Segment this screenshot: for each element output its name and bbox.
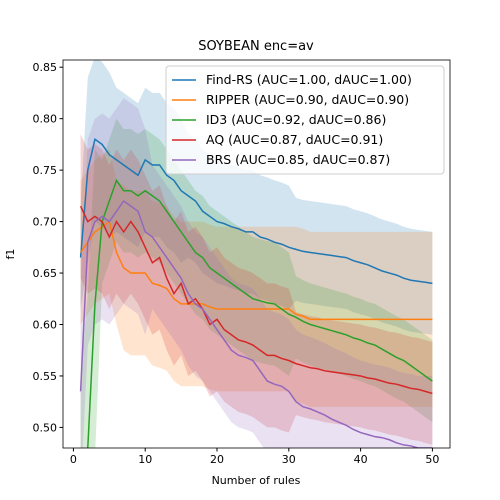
legend-label: BRS (AUC=0.85, dAUC=0.87) — [206, 152, 390, 167]
x-axis-label: Number of rules — [212, 474, 301, 487]
y-tick-label: 0.80 — [33, 113, 58, 126]
series-line — [79, 205, 433, 395]
x-tick-label: 50 — [425, 453, 439, 466]
x-tick-label: 30 — [282, 453, 296, 466]
legend-frame — [165, 65, 445, 175]
y-tick-label: 0.60 — [33, 318, 58, 331]
plot-frame — [62, 59, 451, 449]
y-axis-label: f1 — [4, 249, 17, 260]
series-line — [79, 137, 433, 285]
x-tick-label: 40 — [354, 453, 368, 466]
legend-label: ID3 (AUC=0.92, dAUC=0.86) — [206, 112, 386, 127]
y-tick-label: 0.50 — [33, 421, 58, 434]
series-line — [79, 199, 433, 448]
std-band — [80, 134, 433, 445]
chart-title: SOYBEAN enc=av — [198, 39, 314, 54]
x-tick-label: 20 — [210, 453, 224, 466]
x-tick-label: 10 — [138, 453, 152, 466]
y-tick-label: 0.65 — [33, 267, 58, 280]
legend-label: RIPPER (AUC=0.90, dAUC=0.90) — [206, 92, 409, 107]
legend-label: Find-RS (AUC=1.00, dAUC=1.00) — [206, 72, 412, 87]
std-band — [80, 98, 433, 448]
series-line — [79, 220, 433, 321]
legend-label: AQ (AUC=0.87, dAUC=0.91) — [206, 132, 383, 147]
y-tick-label: 0.85 — [33, 61, 58, 74]
series-line — [87, 178, 433, 448]
y-tick-label: 0.70 — [33, 216, 58, 229]
y-tick-label: 0.75 — [33, 164, 58, 177]
std-band — [80, 118, 433, 448]
x-tick-label: 0 — [70, 453, 77, 466]
y-tick-label: 0.55 — [33, 370, 58, 383]
